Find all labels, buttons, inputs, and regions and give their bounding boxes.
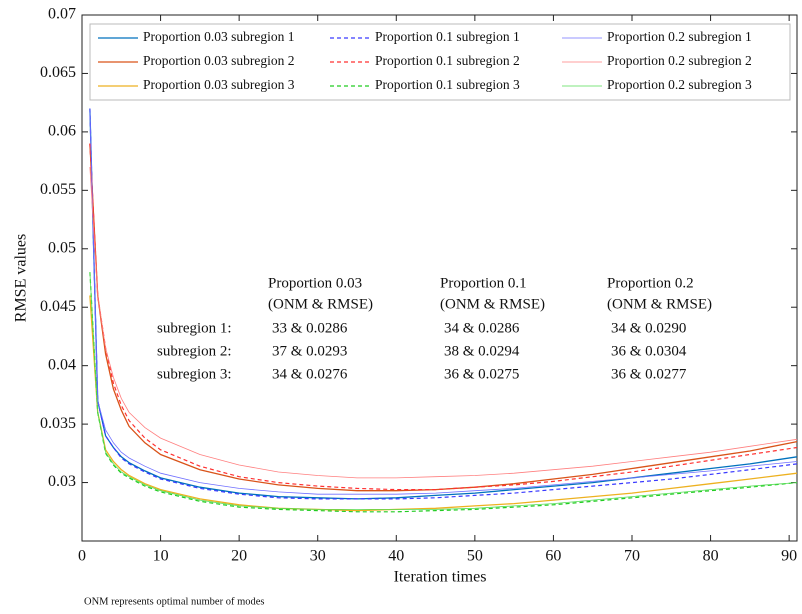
table-cell: 33 & 0.0286: [272, 320, 348, 336]
y-tick-label: 0.045: [40, 298, 76, 315]
series-line: [89, 166, 798, 479]
series-line: [89, 295, 798, 512]
y-tick-label: 0.07: [48, 6, 76, 23]
table-header: Proportion 0.2: [607, 275, 694, 291]
x-axis-label: Iteration times: [394, 569, 487, 586]
table-cell: 34 & 0.0286: [444, 320, 520, 336]
y-tick-label: 0.035: [40, 415, 76, 432]
x-tick-label: 20: [231, 548, 247, 565]
series-line: [89, 272, 798, 513]
legend-label: Proportion 0.1 subregion 3: [375, 77, 520, 92]
y-axis-label: RMSE values: [13, 234, 30, 322]
x-tick-label: 10: [153, 548, 169, 565]
table-header: (ONM & RMSE): [440, 296, 545, 312]
table-cell: 36 & 0.0304: [611, 343, 687, 359]
x-tick-label: 90: [781, 548, 797, 565]
table-cell: 36 & 0.0277: [611, 366, 687, 382]
table-header: (ONM & RMSE): [607, 296, 712, 312]
plot-area: [81, 14, 798, 542]
legend-label: Proportion 0.2 subregion 3: [607, 77, 752, 92]
table-cell: 34 & 0.0290: [611, 320, 686, 336]
series-line: [89, 143, 798, 492]
table-cell: 34 & 0.0276: [272, 366, 348, 382]
legend-label: Proportion 0.03 subregion 2: [143, 53, 295, 68]
legend-label: Proportion 0.2 subregion 1: [607, 29, 752, 44]
legend-label: Proportion 0.1 subregion 2: [375, 53, 520, 68]
y-tick-label: 0.04: [48, 356, 76, 373]
legend-label: Proportion 0.2 subregion 2: [607, 53, 752, 68]
row-label: subregion 1:: [157, 320, 232, 336]
table-cell: 38 & 0.0294: [444, 343, 520, 359]
y-tick-label: 0.055: [40, 181, 76, 198]
x-tick-label: 40: [388, 548, 404, 565]
x-tick-label: 60: [545, 548, 561, 565]
x-tick-label: 0: [78, 548, 86, 565]
x-tick-label: 30: [310, 548, 326, 565]
legend-box: [89, 23, 791, 101]
y-tick-label: 0.06: [48, 123, 76, 140]
table-header: (ONM & RMSE): [268, 296, 373, 312]
footnote: ONM represents optimal number of modes: [84, 596, 265, 607]
table-header: Proportion 0.03: [268, 275, 362, 291]
y-tick-label: 0.05: [48, 239, 76, 256]
legend-label: Proportion 0.03 subregion 3: [143, 77, 295, 92]
table-cell: 36 & 0.0275: [444, 366, 519, 382]
y-tick-label: 0.03: [48, 473, 76, 490]
y-tick-label: 0.065: [40, 64, 76, 81]
legend-label: Proportion 0.1 subregion 1: [375, 29, 520, 44]
x-tick-label: 80: [703, 548, 719, 565]
x-tick-label: 70: [624, 548, 640, 565]
series-line: [89, 143, 798, 491]
table-header: Proportion 0.1: [440, 275, 527, 291]
table-cell: 37 & 0.0293: [272, 343, 347, 359]
row-label: subregion 2:: [157, 343, 232, 359]
x-tick-label: 50: [467, 548, 483, 565]
series-line: [89, 108, 798, 500]
legend-label: Proportion 0.03 subregion 1: [143, 29, 295, 44]
series-line: [89, 272, 798, 510]
row-label: subregion 3:: [157, 366, 232, 382]
series-line: [89, 108, 798, 495]
